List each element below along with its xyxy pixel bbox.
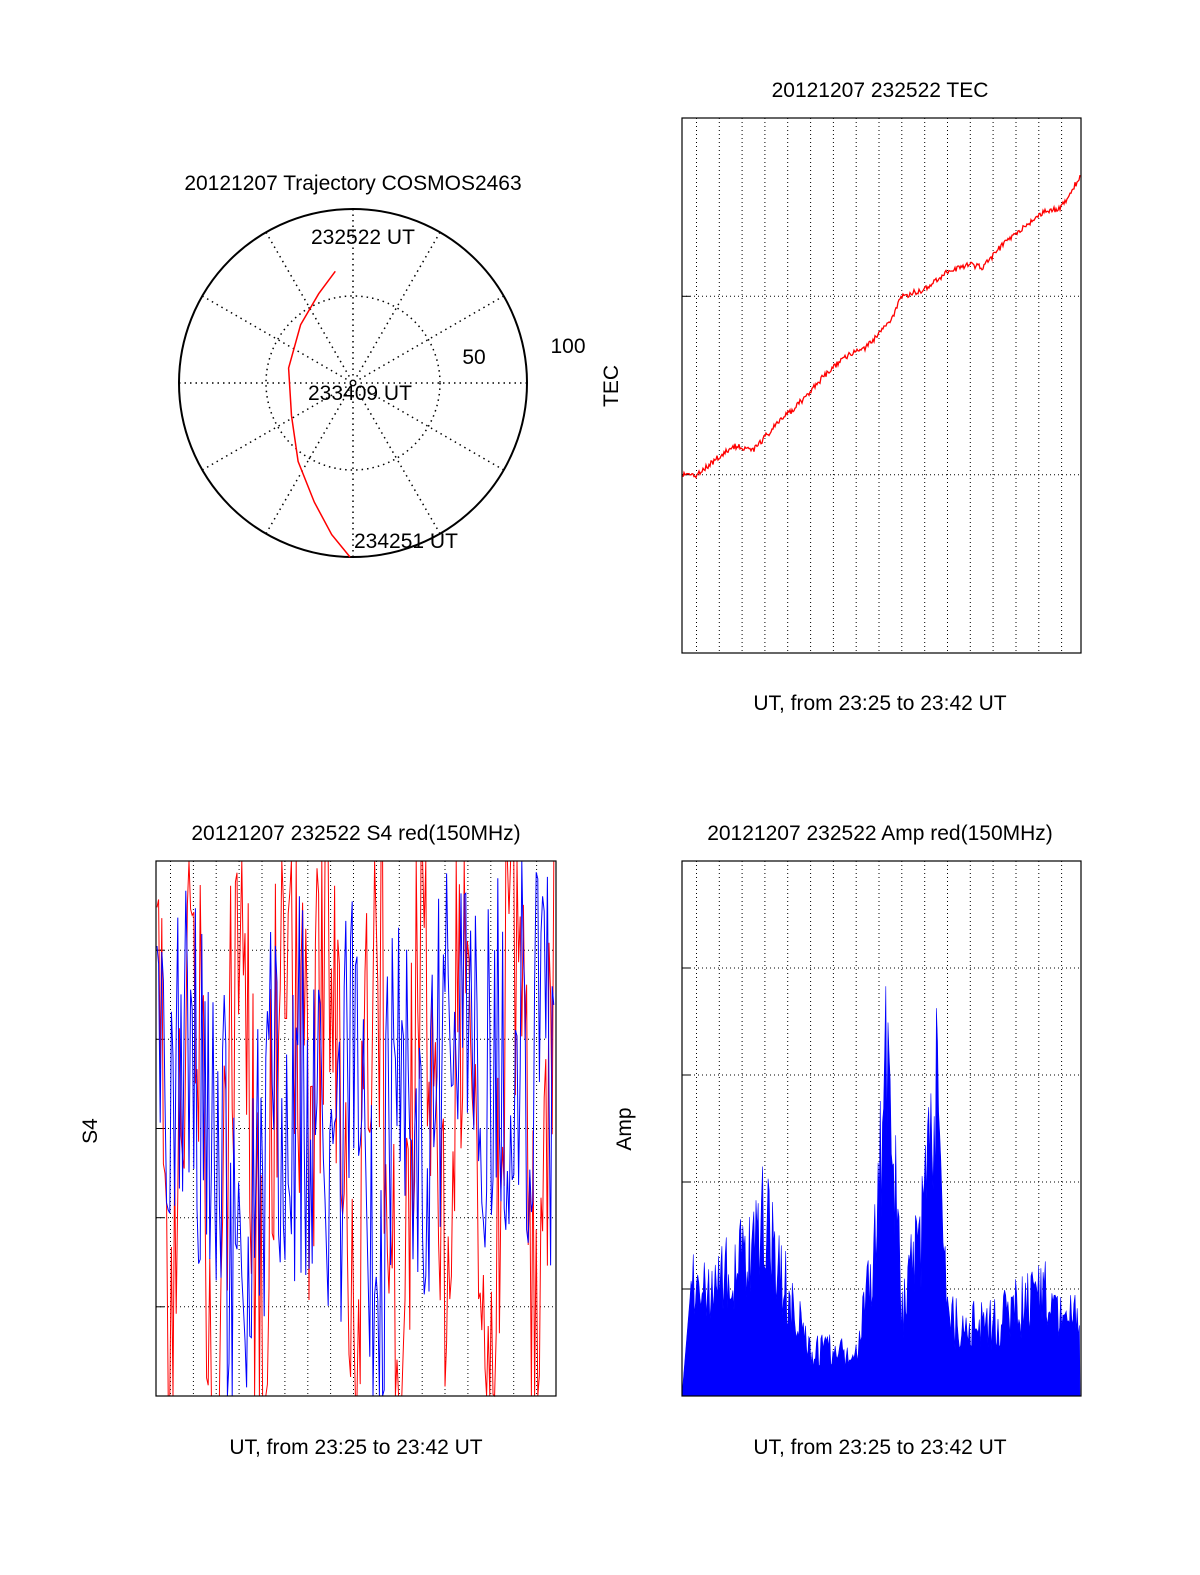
- tec-plot-area: [681, 117, 1082, 654]
- amp-area: [681, 986, 1081, 1397]
- s4-panel: 20121207 232522 S4 red(150MHz) UT, from …: [79, 822, 557, 1459]
- s4-x-label: UT, from 23:25 to 23:42 UT: [229, 1436, 482, 1459]
- polar-inner-circle: [265, 295, 441, 471]
- amp-plot-area: [681, 860, 1082, 1397]
- tec-x-label: UT, from 23:25 to 23:42 UT: [753, 692, 1006, 715]
- radial-label-50: 50: [462, 346, 485, 369]
- trajectory-grid: [178, 208, 528, 558]
- tec-y-label: TEC: [600, 365, 623, 407]
- s4-plot-area: [155, 860, 557, 1398]
- end-time-annotation: 234251 UT: [354, 530, 458, 553]
- plot-frame: [681, 860, 1082, 1397]
- amp-x-label: UT, from 23:25 to 23:42 UT: [753, 1436, 1006, 1459]
- mid-time-annotation: 233409 UT: [308, 382, 412, 405]
- s4-y-label: S4: [79, 1118, 102, 1144]
- trajectory-panel: 20121207 Trajectory COSMOS2463 50 100 23…: [178, 172, 586, 558]
- tec-panel: 20121207 232522 TEC UT, from 23:25 to 23…: [600, 79, 1082, 715]
- trajectory-line: [287, 270, 351, 558]
- amp-y-label: Amp: [613, 1107, 636, 1150]
- s4-title: 20121207 232522 S4 red(150MHz): [191, 822, 520, 845]
- tec-title: 20121207 232522 TEC: [772, 79, 989, 102]
- amp-title: 20121207 232522 Amp red(150MHz): [707, 822, 1053, 845]
- start-time-annotation: 232522 UT: [311, 226, 415, 249]
- plot-frame: [155, 860, 557, 1397]
- plot-frame: [681, 117, 1082, 654]
- series-line-red: [682, 174, 1081, 480]
- trajectory-title: 20121207 Trajectory COSMOS2463: [184, 172, 521, 195]
- amp-panel: 20121207 232522 Amp red(150MHz) UT, from…: [613, 822, 1082, 1459]
- trajectory-series: [287, 270, 351, 558]
- series-line-blue: [156, 860, 555, 1397]
- radial-label-100: 100: [550, 335, 585, 358]
